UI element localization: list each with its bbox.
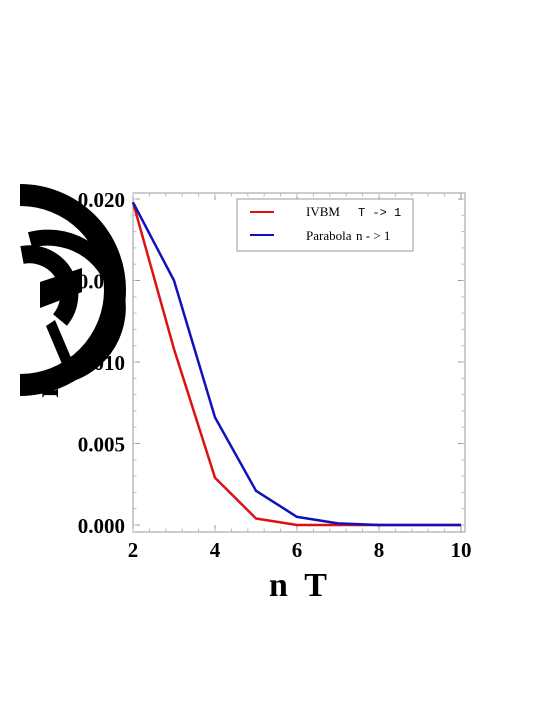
legend-box: [236, 198, 414, 252]
y-tick-label: 0.000: [78, 514, 125, 538]
glyph-tail: [46, 320, 72, 364]
x-tick-label: 6: [292, 538, 303, 562]
x-tick-label: 8: [374, 538, 385, 562]
legend-label-ivbm: IVBM: [306, 204, 340, 219]
series-group: [131, 201, 461, 527]
x-tick-label: 4: [210, 538, 221, 562]
legend-label-parabola: Parabola: [306, 228, 352, 243]
legend: IVBM T -> 1 Parabola n - > 1: [236, 198, 414, 252]
x-tick-label: 10: [451, 538, 472, 562]
legend-suffix-ivbm: T -> 1: [358, 206, 401, 220]
x-tick-label: 2: [128, 538, 139, 562]
series-line-parabola: [131, 201, 461, 527]
clipped-glyph-artifact: [19, 184, 126, 396]
y-tick-label: 0.005: [78, 433, 125, 457]
x-axis-title: n T: [269, 567, 327, 604]
legend-suffix-parabola: n - > 1: [356, 228, 390, 243]
axis-ticks: [132, 193, 465, 532]
glyph-arc-outer: [27, 229, 126, 383]
glyph-bar: [40, 268, 82, 308]
